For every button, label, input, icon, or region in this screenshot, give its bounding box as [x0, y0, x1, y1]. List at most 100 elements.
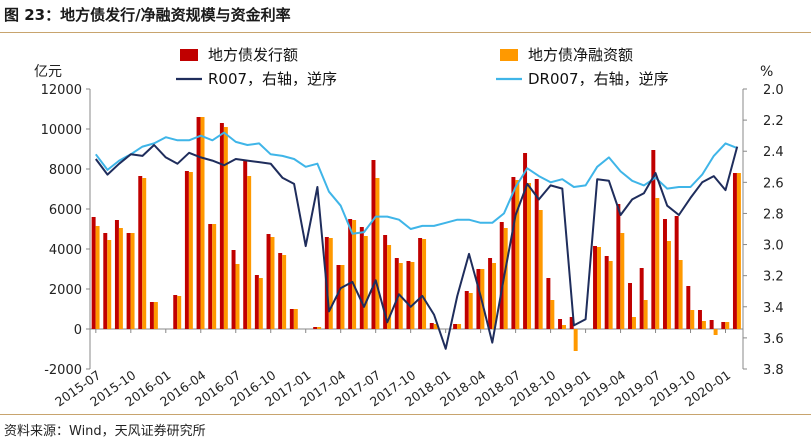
- issuance-bar: [243, 161, 248, 329]
- legend-swatch-issuance: [180, 49, 198, 61]
- net-financing-bar: [690, 310, 695, 329]
- issuance-bar: [336, 265, 341, 329]
- net-financing-bar: [293, 309, 298, 329]
- left-tick-label: 4000: [49, 243, 82, 258]
- right-tick-label: 3.2: [763, 270, 784, 285]
- net-financing-bar: [118, 228, 123, 329]
- net-financing-bar: [247, 176, 252, 329]
- issuance-bar: [639, 268, 644, 329]
- net-financing-bar: [503, 228, 508, 329]
- issuance-bar: [91, 217, 96, 329]
- net-financing-bar: [725, 322, 730, 329]
- issuance-bar: [103, 233, 108, 329]
- net-financing-bar: [457, 324, 462, 329]
- net-financing-bar: [223, 127, 228, 329]
- net-financing-bar: [107, 240, 112, 329]
- issuance-bar: [278, 253, 283, 329]
- issuance-bar: [289, 309, 294, 329]
- issuance-bar: [231, 250, 236, 329]
- issuance-bar: [173, 295, 178, 329]
- source-note: 资料来源：Wind，天风证券研究所: [4, 424, 206, 439]
- net-financing-bar: [422, 239, 427, 329]
- issuance-bar: [208, 224, 213, 329]
- issuance-bar: [651, 150, 656, 329]
- net-financing-bar: [713, 329, 718, 335]
- net-financing-bar: [666, 241, 671, 329]
- net-financing-bar: [352, 220, 357, 329]
- issuance-bar: [359, 227, 364, 329]
- issuance-bar: [184, 171, 189, 329]
- right-tick-label: 3.8: [763, 363, 784, 378]
- net-financing-bar: [153, 302, 158, 329]
- left-tick-label: 0: [74, 323, 82, 338]
- issuance-bar: [149, 302, 154, 329]
- issuance-bar: [604, 256, 609, 329]
- issuance-bar: [709, 320, 714, 329]
- line-series: [95, 131, 739, 350]
- net-financing-bar: [130, 233, 135, 329]
- right-tick-label: 2.0: [763, 83, 784, 98]
- issuance-bar: [558, 319, 563, 329]
- issuance-bar: [593, 246, 598, 329]
- bar-series: [91, 117, 741, 351]
- issuance-bar: [453, 324, 458, 329]
- issuance-bar: [732, 173, 737, 329]
- r007-line: [95, 144, 739, 350]
- issuance-bar: [254, 275, 259, 329]
- left-tick-label: 2000: [49, 283, 82, 298]
- legend-label-dr007: DR007，右轴，逆序: [528, 70, 669, 88]
- issuance-bar: [511, 177, 516, 329]
- net-financing-bar: [235, 264, 240, 329]
- net-financing-bar: [468, 293, 473, 329]
- net-financing-bar: [282, 255, 287, 329]
- dr007-line: [95, 131, 738, 235]
- net-financing-bar: [573, 329, 578, 351]
- right-tick-label: 3.6: [763, 332, 784, 347]
- issuance-bar: [686, 286, 691, 329]
- issuance-bar: [126, 233, 131, 329]
- issuance-bar: [523, 153, 528, 329]
- right-axis-unit: %: [760, 64, 773, 80]
- right-tick-label: 2.6: [763, 176, 784, 191]
- net-financing-bar: [177, 296, 182, 329]
- issuance-bar: [534, 179, 539, 329]
- net-financing-bar: [643, 300, 648, 329]
- left-tick-label: 8000: [49, 163, 82, 178]
- left-axis-unit: 亿元: [34, 64, 62, 80]
- issuance-bar: [476, 269, 481, 329]
- net-financing-bar: [363, 236, 368, 329]
- legend-label-r007: R007，右轴，逆序: [208, 70, 337, 88]
- x-axis-ticks: 2015-072015-102016-012016-042016-072016-…: [52, 329, 733, 409]
- net-financing-bar: [258, 278, 263, 329]
- left-axis-ticks: -2000 0 2000 4000 6000 8000 10000 12000: [41, 83, 90, 378]
- legend-label-net: 地方债净融资额: [528, 46, 633, 64]
- net-financing-bar: [515, 180, 520, 329]
- net-financing-bar: [387, 245, 392, 329]
- net-financing-bar: [562, 325, 566, 329]
- net-financing-bar: [631, 317, 636, 329]
- left-tick-label: 12000: [41, 83, 82, 98]
- net-financing-bar: [736, 173, 741, 329]
- right-tick-label: 2.2: [763, 114, 784, 129]
- net-financing-bar: [655, 198, 660, 329]
- issuance-bar: [114, 220, 119, 329]
- net-financing-bar: [527, 183, 532, 329]
- left-tick-label: 6000: [49, 203, 82, 218]
- net-financing-bar: [410, 262, 415, 329]
- issuance-bar: [628, 283, 632, 329]
- issuance-bar: [488, 258, 493, 329]
- net-financing-bar: [317, 327, 322, 329]
- right-tick-label: 2.8: [763, 207, 784, 222]
- net-financing-bar: [340, 265, 345, 329]
- issuance-bar: [569, 317, 574, 329]
- issuance-bar: [616, 204, 621, 329]
- net-financing-bar: [375, 178, 380, 329]
- issuance-bar: [546, 278, 551, 329]
- issuance-bar: [721, 322, 726, 329]
- net-financing-bar: [200, 117, 205, 329]
- right-tick-label: 2.4: [763, 145, 784, 160]
- issuance-bar: [663, 219, 667, 329]
- net-financing-bar: [608, 261, 613, 329]
- net-financing-bar: [701, 321, 706, 329]
